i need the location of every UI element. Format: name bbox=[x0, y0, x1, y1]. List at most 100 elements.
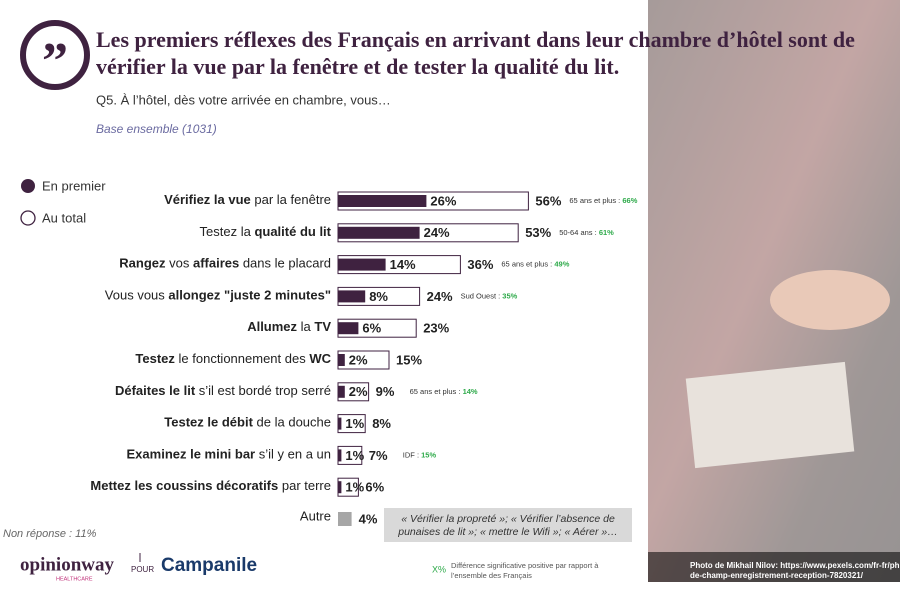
svg-text:”: ” bbox=[42, 33, 68, 90]
value-label: 8% bbox=[372, 416, 391, 431]
category-label: Testez le débit de la douche bbox=[164, 415, 331, 430]
category-label-part: dans le placard bbox=[239, 256, 331, 271]
category-label: Examinez le mini bar s’il y en a un bbox=[127, 447, 331, 462]
logo: Campanile bbox=[161, 555, 257, 576]
value-label: 24% bbox=[424, 225, 450, 240]
footnote: l’ensemble des Français bbox=[451, 571, 532, 580]
category-label: Vérifiez la vue par la fenêtre bbox=[164, 192, 331, 207]
category-label-part: de la douche bbox=[253, 415, 331, 430]
subgroup-value: 14% bbox=[463, 387, 478, 396]
subgroup-note: 65 ans et plus : 49% bbox=[501, 260, 569, 269]
subgroup-note: IDF : 15% bbox=[403, 450, 437, 459]
photo-credit: Photo de Mikhail Nilov: https://www.pexe… bbox=[690, 561, 900, 570]
logo-sub: HEALTHCARE bbox=[56, 576, 93, 582]
value-label: 23% bbox=[423, 321, 449, 336]
subgroup-value: 49% bbox=[554, 260, 569, 269]
value-label: 1% bbox=[345, 416, 364, 431]
value-label: 6% bbox=[365, 480, 384, 495]
quote-line: « Vérifier la propreté »; « Vérifier l’a… bbox=[401, 513, 615, 525]
legend-label: Au total bbox=[42, 210, 86, 225]
value-label: 1% bbox=[345, 480, 364, 495]
question: Q5. À l’hôtel, dès votre arrivée en cham… bbox=[96, 92, 391, 107]
category-label-part: WC bbox=[309, 351, 331, 366]
value-label: 6% bbox=[362, 321, 381, 336]
photo-credit: de-champ-enregistrement-reception-782032… bbox=[690, 571, 864, 580]
footnote: Différence significative positive par ra… bbox=[451, 561, 599, 570]
bar-first bbox=[338, 195, 427, 207]
logo-middle: POUR bbox=[131, 565, 154, 574]
title: Les premiers réflexes des Français en ar… bbox=[96, 27, 855, 79]
category-label-part: la bbox=[297, 320, 314, 335]
bar-first bbox=[338, 322, 359, 335]
subgroup-text: 65 ans et plus : bbox=[410, 387, 461, 396]
subgroup-text: IDF : bbox=[403, 450, 419, 459]
bar-first bbox=[338, 258, 386, 271]
category-label-part: TV bbox=[314, 320, 331, 335]
subgroup-value: 61% bbox=[599, 228, 614, 237]
category-label-part: vos bbox=[166, 256, 193, 271]
bar-first bbox=[338, 481, 342, 494]
category-label-part: par la fenêtre bbox=[251, 192, 331, 207]
category-label: Défaites le lit s’il est bordé trop serr… bbox=[115, 383, 331, 398]
bar-first bbox=[338, 449, 342, 462]
bar-first bbox=[338, 226, 420, 239]
legend-marker bbox=[21, 179, 35, 193]
subgroup-note: 50-64 ans : 61% bbox=[559, 228, 614, 237]
category-label: Rangez vos affaires dans le placard bbox=[119, 256, 331, 271]
bar-first bbox=[338, 385, 345, 398]
category-label-part: s’il est bordé trop serré bbox=[195, 383, 331, 398]
value-label: 4% bbox=[359, 511, 378, 526]
value-label: 9% bbox=[376, 384, 395, 399]
category-label: Allumez la TV bbox=[247, 320, 331, 335]
category-label-part: le fonctionnement des bbox=[175, 351, 309, 366]
value-label: 15% bbox=[396, 352, 422, 367]
value-label: 56% bbox=[535, 193, 561, 208]
subgroup-text: 65 ans et plus : bbox=[569, 196, 620, 205]
subgroup-note: 65 ans et plus : 66% bbox=[569, 196, 637, 205]
subgroup-value: 66% bbox=[622, 196, 637, 205]
value-label: 2% bbox=[349, 352, 368, 367]
category-label-part: Examinez le mini bar bbox=[127, 447, 256, 462]
value-label: 14% bbox=[390, 257, 416, 272]
quote-line: punaises de lit »; « mettre le Wifi »; «… bbox=[397, 526, 618, 538]
bar-first bbox=[338, 417, 342, 430]
category-label-part: affaires bbox=[193, 256, 239, 271]
category-label-part: qualité du lit bbox=[254, 224, 331, 239]
bar-first bbox=[338, 290, 366, 303]
base: Base ensemble (1031) bbox=[96, 122, 217, 136]
quote-icon: ” bbox=[20, 20, 90, 90]
category-label-part: Rangez bbox=[119, 256, 166, 271]
subgroup-text: Sud Ouest : bbox=[461, 291, 501, 300]
category-label-part: Vous vous bbox=[105, 288, 169, 303]
category-label-part: Mettez les coussins décoratifs bbox=[90, 479, 278, 494]
value-label: 36% bbox=[467, 257, 493, 272]
category-label: Testez le fonctionnement des WC bbox=[135, 351, 331, 366]
category-label-part: Testez la bbox=[200, 224, 255, 239]
subgroup-value: 15% bbox=[421, 450, 436, 459]
subgroup-text: 65 ans et plus : bbox=[501, 260, 552, 269]
category-label-part: Testez le débit bbox=[164, 415, 253, 430]
value-label: 8% bbox=[369, 289, 388, 304]
value-label: 2% bbox=[349, 384, 368, 399]
legend-marker bbox=[20, 210, 36, 226]
subgroup-text: 50-64 ans : bbox=[559, 228, 597, 237]
bar-first bbox=[338, 354, 345, 366]
category-label-part: Défaites le lit bbox=[115, 383, 196, 398]
value-label: 53% bbox=[525, 225, 551, 240]
category-label-part: Vérifiez la vue bbox=[164, 192, 251, 207]
footnote-marker: X% bbox=[432, 564, 446, 574]
value-label: 1% bbox=[345, 448, 364, 463]
logo: opinionway bbox=[20, 554, 114, 575]
category-label-part: allongez "juste 2 minutes" bbox=[168, 288, 331, 303]
photo bbox=[648, 0, 900, 582]
category-label-part: Testez bbox=[135, 351, 175, 366]
value-label: 24% bbox=[427, 289, 453, 304]
category-label-part: s’il y en a un bbox=[255, 447, 331, 462]
legend-label: En premier bbox=[42, 178, 106, 193]
subgroup-note: Sud Ouest : 35% bbox=[461, 291, 518, 300]
quote-box bbox=[384, 508, 632, 542]
category-label: Testez la qualité du lit bbox=[200, 224, 332, 239]
category-label: Autre bbox=[300, 508, 331, 523]
